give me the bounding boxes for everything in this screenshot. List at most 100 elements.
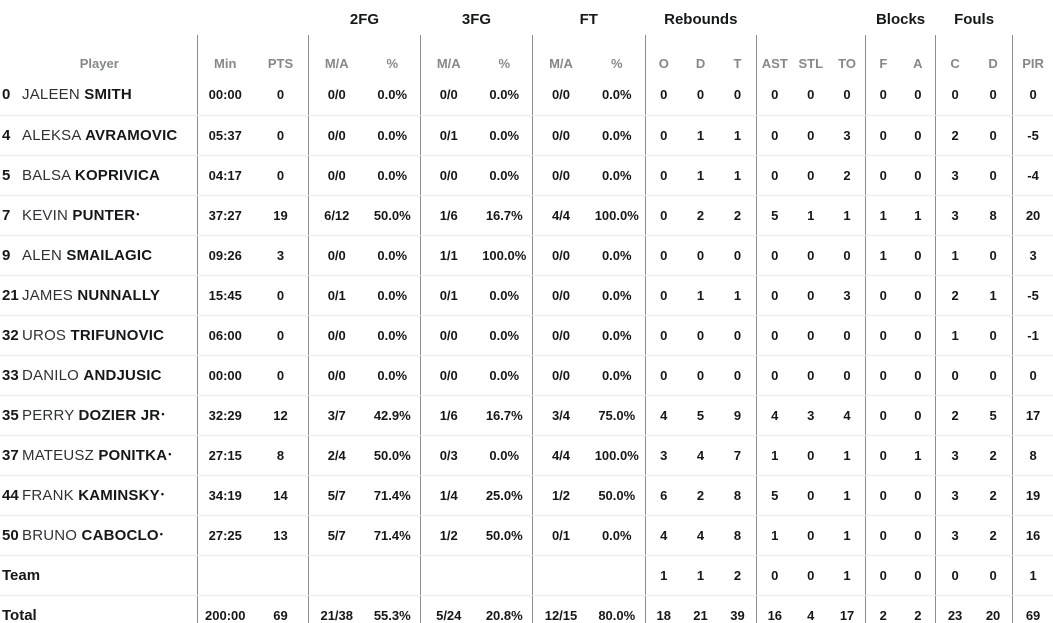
reb-d-cell: 0 [682, 315, 720, 356]
player-cell: Total [0, 595, 198, 623]
block-f-cell: 0 [865, 435, 901, 476]
min-cell: 27:25 [197, 515, 253, 556]
reb-o-cell: 0 [645, 75, 683, 116]
ast-cell: 1 [756, 515, 793, 556]
stat-group-header-row: 2FG 3FG FT Rebounds Blocks Fouls [0, 0, 1053, 35]
pir-cell: -5 [1012, 115, 1053, 156]
min-cell: 00:00 [197, 75, 253, 116]
ast-cell: 0 [756, 235, 793, 276]
foul-c-cell: 2 [935, 115, 975, 156]
player-first-name: JAMES [22, 286, 78, 304]
ft-ma-cell [532, 555, 589, 596]
to-cell: 1 [829, 435, 867, 476]
block-f-cell: 0 [865, 515, 901, 556]
player-cell: 50 BRUNO CABOCLO• [0, 515, 198, 556]
3fg-pct-cell: 0.0% [476, 155, 533, 196]
column-header-row: Player Min PTS M/A % M/A % M/A % O D T A… [0, 35, 1053, 75]
reb-t-cell: 8 [719, 515, 758, 556]
ft-ma-cell: 1/2 [532, 475, 589, 516]
min-cell [197, 555, 253, 596]
ft-ma-cell: 0/0 [532, 115, 589, 156]
ft-ma-cell: 0/0 [532, 75, 589, 116]
pir-cell: 69 [1012, 595, 1053, 623]
foul-d-cell: 0 [974, 115, 1014, 156]
foul-c-cell: 0 [935, 555, 975, 596]
stl-cell: 0 [792, 315, 830, 356]
player-last-name: CABOCLO [81, 526, 159, 544]
column-reb-o: O [658, 56, 669, 71]
2fg-pct-cell: 0.0% [364, 315, 421, 356]
3fg-pct-cell: 16.7% [476, 395, 533, 436]
block-a-cell: 0 [900, 235, 937, 276]
pts-cell: 0 [253, 355, 309, 396]
stl-cell: 0 [792, 75, 830, 116]
2fg-ma-cell: 0/0 [308, 155, 365, 196]
stl-cell: 0 [792, 235, 830, 276]
block-f-cell: 0 [865, 395, 901, 436]
column-2fg-pct: % [364, 35, 421, 75]
foul-c-cell: 3 [935, 475, 975, 516]
player-number: 37 [2, 446, 19, 464]
2fg-ma-cell [308, 555, 365, 596]
block-f-cell: 0 [865, 115, 901, 156]
pir-cell: 1 [1012, 555, 1053, 596]
player-cell: Team [0, 555, 198, 596]
ast-cell: 5 [756, 475, 793, 516]
3fg-ma-cell: 1/6 [420, 195, 477, 236]
reb-o-cell: 1 [645, 555, 683, 596]
pir-cell: -5 [1012, 275, 1053, 316]
foul-d-cell: 8 [974, 195, 1014, 236]
player-last-name: KAMINSKY [78, 486, 160, 504]
player-number: 0 [2, 86, 11, 104]
block-f-cell: 0 [865, 155, 901, 196]
block-a-cell: 0 [900, 555, 937, 596]
starter-dot: • [160, 488, 164, 499]
2fg-pct-cell: 0.0% [364, 235, 421, 276]
player-first-name: ALEKSA [22, 126, 86, 144]
column-block-f: F [879, 56, 888, 71]
player-first-name: JALEEN [22, 86, 85, 104]
3fg-ma-cell: 0/1 [420, 275, 477, 316]
player-last-name: PUNTER [72, 206, 136, 224]
3fg-pct-cell: 100.0% [476, 235, 533, 276]
ft-ma-cell: 12/15 [532, 595, 589, 623]
3fg-pct-cell: 0.0% [476, 275, 533, 316]
player-cell: 37 MATEUSZ PONITKA• [0, 435, 198, 476]
3fg-ma-cell: 0/0 [420, 315, 477, 356]
block-a-cell: 1 [900, 195, 937, 236]
column-stl: STL [798, 56, 824, 71]
foul-c-cell: 0 [935, 355, 975, 396]
foul-d-cell: 0 [974, 355, 1014, 396]
summary-row: Team 1 1 2 0 0 1 0 0 0 0 1 [0, 555, 1053, 596]
2fg-ma-cell: 0/0 [308, 235, 365, 276]
3fg-ma-cell: 5/24 [420, 595, 477, 623]
group-blocks: Blocks [875, 11, 926, 28]
reb-d-cell: 4 [682, 435, 720, 476]
3fg-ma-cell: 0/0 [420, 155, 477, 196]
foul-d-cell: 2 [974, 475, 1014, 516]
table-row: 0 JALEEN SMITH 00:00 0 0/0 0.0% 0/0 0.0% … [0, 75, 1053, 116]
reb-o-cell: 0 [645, 355, 683, 396]
3fg-pct-cell: 0.0% [476, 435, 533, 476]
starter-dot: • [168, 448, 172, 459]
player-cell: 4 ALEKSA AVRAMOVIC [0, 115, 198, 156]
starter-dot: • [136, 208, 140, 219]
2fg-ma-cell: 0/0 [308, 355, 365, 396]
reb-o-cell: 4 [645, 395, 683, 436]
stl-cell: 0 [792, 115, 830, 156]
group-spacer [1013, 0, 1053, 35]
3fg-ma-cell: 1/6 [420, 395, 477, 436]
table-row: 9 ALEN SMAILAGIC 09:26 3 0/0 0.0% 1/1 100… [0, 235, 1053, 276]
foul-d-cell: 0 [974, 75, 1014, 116]
table-row: 35 PERRY DOZIER JR• 32:29 12 3/7 42.9% 1/… [0, 395, 1053, 436]
3fg-ma-cell: 1/1 [420, 235, 477, 276]
3fg-pct-cell: 16.7% [476, 195, 533, 236]
stl-cell: 0 [792, 515, 830, 556]
2fg-ma-cell: 0/0 [308, 315, 365, 356]
pts-cell: 12 [253, 395, 309, 436]
ft-ma-cell: 0/0 [532, 315, 589, 356]
min-cell: 09:26 [197, 235, 253, 276]
group-rebounds: Rebounds [664, 11, 738, 28]
